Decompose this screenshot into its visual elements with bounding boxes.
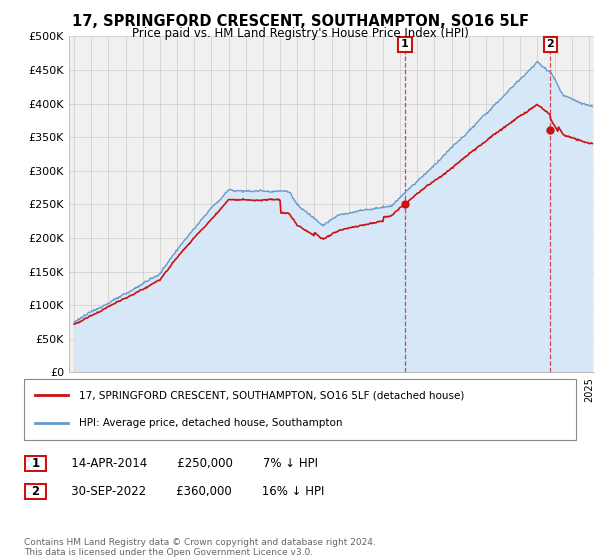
FancyBboxPatch shape — [25, 456, 46, 472]
Text: HPI: Average price, detached house, Southampton: HPI: Average price, detached house, Sout… — [79, 418, 343, 428]
Text: 30-SEP-2022        £360,000        16% ↓ HPI: 30-SEP-2022 £360,000 16% ↓ HPI — [60, 485, 325, 498]
Text: Contains HM Land Registry data © Crown copyright and database right 2024.
This d: Contains HM Land Registry data © Crown c… — [24, 538, 376, 557]
FancyBboxPatch shape — [25, 484, 46, 500]
Text: 17, SPRINGFORD CRESCENT, SOUTHAMPTON, SO16 5LF: 17, SPRINGFORD CRESCENT, SOUTHAMPTON, SO… — [71, 14, 529, 29]
Text: 14-APR-2014        £250,000        7% ↓ HPI: 14-APR-2014 £250,000 7% ↓ HPI — [60, 457, 318, 470]
FancyBboxPatch shape — [24, 379, 576, 440]
Text: 2: 2 — [31, 485, 40, 498]
Text: 17, SPRINGFORD CRESCENT, SOUTHAMPTON, SO16 5LF (detached house): 17, SPRINGFORD CRESCENT, SOUTHAMPTON, SO… — [79, 390, 464, 400]
Text: 2: 2 — [547, 39, 554, 49]
Text: 1: 1 — [31, 457, 40, 470]
Text: Price paid vs. HM Land Registry's House Price Index (HPI): Price paid vs. HM Land Registry's House … — [131, 27, 469, 40]
Text: 1: 1 — [401, 39, 409, 49]
